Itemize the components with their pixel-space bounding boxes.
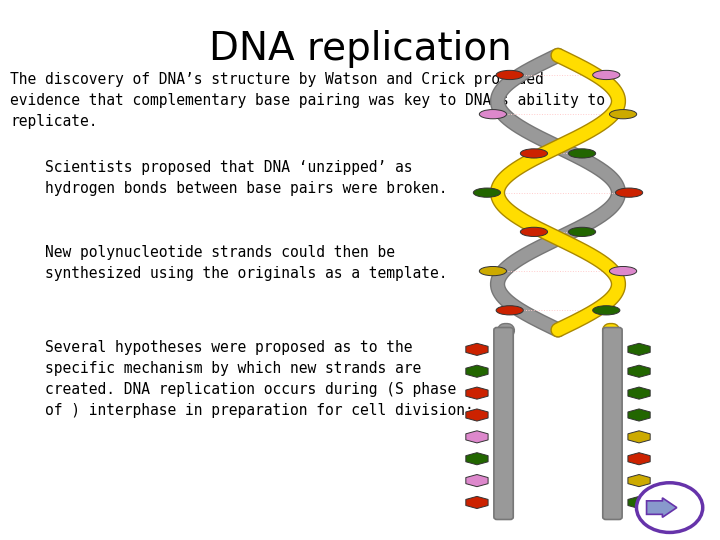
Ellipse shape: [609, 110, 636, 119]
Ellipse shape: [593, 70, 620, 79]
Polygon shape: [466, 431, 488, 443]
Ellipse shape: [473, 188, 500, 197]
Polygon shape: [466, 409, 488, 421]
Ellipse shape: [521, 227, 548, 237]
Polygon shape: [466, 453, 488, 465]
FancyBboxPatch shape: [494, 327, 513, 519]
Polygon shape: [628, 431, 650, 443]
Ellipse shape: [609, 266, 636, 276]
Polygon shape: [466, 387, 488, 399]
Polygon shape: [628, 496, 650, 509]
Polygon shape: [628, 453, 650, 465]
Ellipse shape: [521, 149, 548, 158]
Polygon shape: [628, 409, 650, 421]
Text: Several hypotheses were proposed as to the
    specific mechanism by which new s: Several hypotheses were proposed as to t…: [10, 340, 474, 418]
Ellipse shape: [480, 110, 507, 119]
Text: New polynucleotide strands could then be
    synthesized using the originals as : New polynucleotide strands could then be…: [10, 245, 448, 281]
Polygon shape: [466, 343, 488, 355]
Polygon shape: [466, 365, 488, 377]
Polygon shape: [466, 496, 488, 509]
Circle shape: [636, 483, 703, 532]
Ellipse shape: [496, 70, 523, 79]
Ellipse shape: [616, 188, 643, 197]
Ellipse shape: [593, 306, 620, 315]
Polygon shape: [628, 475, 650, 487]
Text: The discovery of DNA’s structure by Watson and Crick provided
evidence that comp: The discovery of DNA’s structure by Wats…: [10, 72, 605, 129]
Ellipse shape: [568, 149, 595, 158]
FancyArrow shape: [647, 498, 677, 517]
Ellipse shape: [568, 227, 595, 237]
Ellipse shape: [496, 306, 523, 315]
Polygon shape: [628, 365, 650, 377]
Text: Scientists proposed that DNA ‘unzipped’ as
    hydrogen bonds between base pairs: Scientists proposed that DNA ‘unzipped’ …: [10, 160, 448, 196]
Polygon shape: [466, 475, 488, 487]
FancyBboxPatch shape: [603, 327, 622, 519]
Text: DNA replication: DNA replication: [209, 30, 511, 68]
Polygon shape: [628, 343, 650, 355]
Polygon shape: [628, 387, 650, 399]
Ellipse shape: [480, 266, 507, 276]
